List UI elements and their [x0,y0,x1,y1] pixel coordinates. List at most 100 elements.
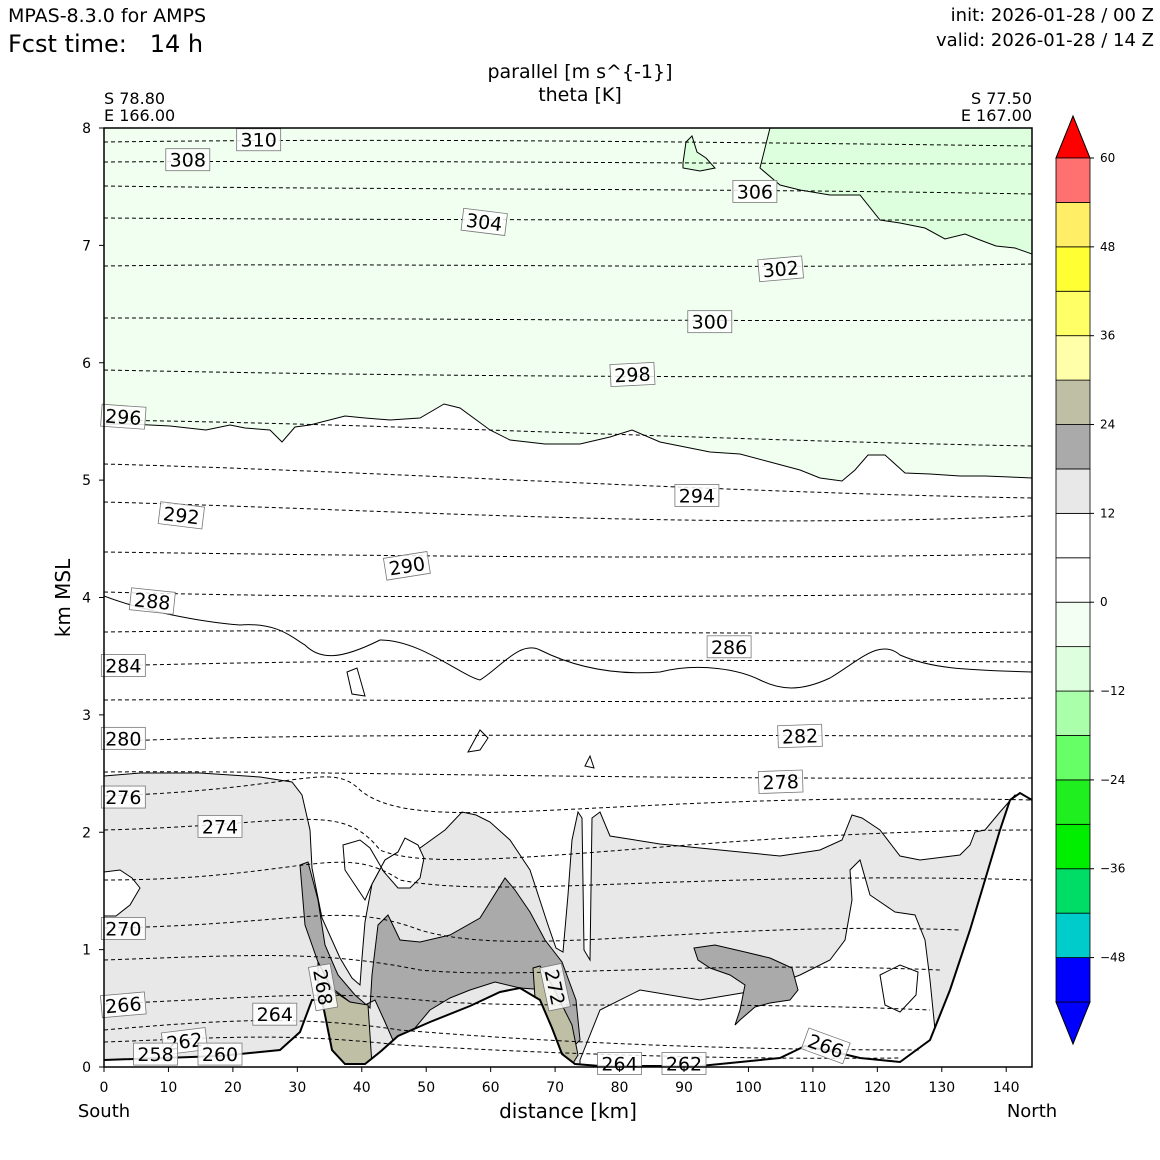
theta-label-text: 280 [105,728,141,750]
theta-label-box [197,1042,243,1066]
theta-line-292 [104,501,1032,522]
theta-label: 296 [100,403,147,430]
theta-label-text: 310 [241,130,277,152]
colorbar-segment [1055,957,1091,1003]
x-tick-label: 100 [735,1080,762,1096]
x-tick-label: 30 [288,1080,306,1096]
theta-label: 292 [157,501,205,529]
theta-label-text: 270 [105,918,141,940]
theta-line-288 [104,591,1032,598]
theta-label: 276 [100,785,146,809]
theta-label: 280 [100,726,146,750]
theta-label-box [100,991,147,1019]
colorbar-tick-label: 24 [1100,418,1115,432]
theta-label-text: 294 [679,485,715,507]
colorbar-segment [1055,601,1091,648]
theta-label: 264 [597,1052,642,1075]
colorbar-tick-label: 36 [1100,329,1115,343]
y-tick-label: 6 [82,356,91,372]
theta-label: 300 [687,310,733,334]
model-label: MPAS-8.3.0 for AMPS [8,5,207,27]
theta-label-box [609,361,656,388]
theta-line-266 [104,994,931,1011]
x-tick-label: 50 [417,1080,435,1096]
x-tick-label: 120 [864,1080,891,1096]
white-inner-left [104,869,141,917]
theta-label-text: 308 [170,150,206,172]
colorbar-segment [1055,335,1091,381]
theta-label-text: 264 [257,1004,293,1026]
theta-line-302 [104,263,1032,267]
theta-line-272 [104,861,1032,888]
theta-label-box [382,551,431,581]
colorbar-segment [1055,157,1091,203]
theta-label-text: 258 [137,1044,173,1066]
x-tick-label: 40 [353,1080,371,1096]
theta-label: 288 [128,587,176,615]
valid-time-label: valid: 2026-01-28 / 14 Z [936,30,1154,51]
colorbar-segment [1055,735,1091,781]
theta-label-box [100,726,146,750]
theta-label-text: 278 [762,771,799,794]
y-axis-ticks: 0 1 2 3 4 5 6 7 8 [82,121,104,1076]
right-point-lat: S 77.50 [971,89,1032,108]
colorbar-segment [1055,868,1091,914]
y-tick-label: 4 [82,591,91,607]
theta-label: 270 [100,917,146,940]
theta-label-box [307,963,339,1012]
upper-light-green-region [104,128,1032,482]
init-time-label: init: 2026-01-28 / 00 Z [950,5,1154,26]
theta-label-box [757,769,804,794]
theta-label-text: 288 [133,589,171,615]
theta-label-box [165,148,211,172]
theta-line-264 [104,1020,921,1051]
theta-label-text: 284 [105,656,141,678]
theta-label: 274 [197,814,243,838]
chart-title-line2: theta [K] [538,84,622,106]
x-axis-ticks: 0 10 20 30 40 50 60 70 80 90 100 110 120 130 140 [100,1067,1020,1096]
colorbar-tick-label: 0 [1100,595,1108,609]
y-tick-label: 7 [82,238,91,254]
forecast-time-label: Fcst time: 14 h [8,30,203,58]
theta-label-text: 296 [104,406,142,430]
wind-zero-loop-1 [346,667,366,697]
theta-label-box [197,814,243,838]
white-inner-mid [342,837,425,902]
theta-label-text: 266 [104,993,142,1018]
theta-label-text: 306 [737,181,773,203]
colorbar-tick-label: 60 [1100,151,1115,165]
y-tick-label: 3 [82,708,91,724]
theta-label: 284 [100,654,146,678]
x-tick-label: 20 [224,1080,242,1096]
theta-label-text: 290 [387,553,426,580]
theta-label-box [100,403,147,430]
theta-label-box [732,179,778,203]
theta-label: 262 [661,1052,707,1075]
theta-line-290 [104,551,1032,558]
theta-label: 278 [757,769,804,794]
theta-line-284 [104,659,1032,667]
colorbar-segment [1055,512,1091,559]
colorbar-tick-label: 48 [1100,240,1115,254]
theta-label-text: 282 [782,725,819,748]
mid-gray-region [299,861,581,1046]
theta-label: 258 [133,1042,178,1066]
colorbar-segment [1055,468,1091,514]
theta-label: 290 [382,551,431,581]
colorbar-segment [1055,646,1091,692]
theta-line-280 [104,734,1032,743]
colorbar-segment [1055,690,1091,736]
theta-line-262 [104,1036,901,1059]
upper-right-green-region [759,128,1032,255]
theta-label-text: 260 [202,1044,238,1066]
theta-label: 294 [674,483,720,507]
theta-line-294 [104,463,1032,499]
theta-line-298 [104,369,1032,378]
theta-label-text: 274 [202,816,238,838]
theta-line-306 [104,185,1032,195]
theta-line-276 [104,776,1032,814]
y-tick-label: 5 [82,473,91,489]
colorbar-segment [1055,912,1091,958]
theta-label: 308 [165,148,211,172]
